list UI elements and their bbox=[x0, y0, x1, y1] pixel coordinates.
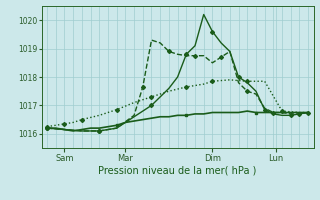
X-axis label: Pression niveau de la mer( hPa ): Pression niveau de la mer( hPa ) bbox=[99, 165, 257, 175]
